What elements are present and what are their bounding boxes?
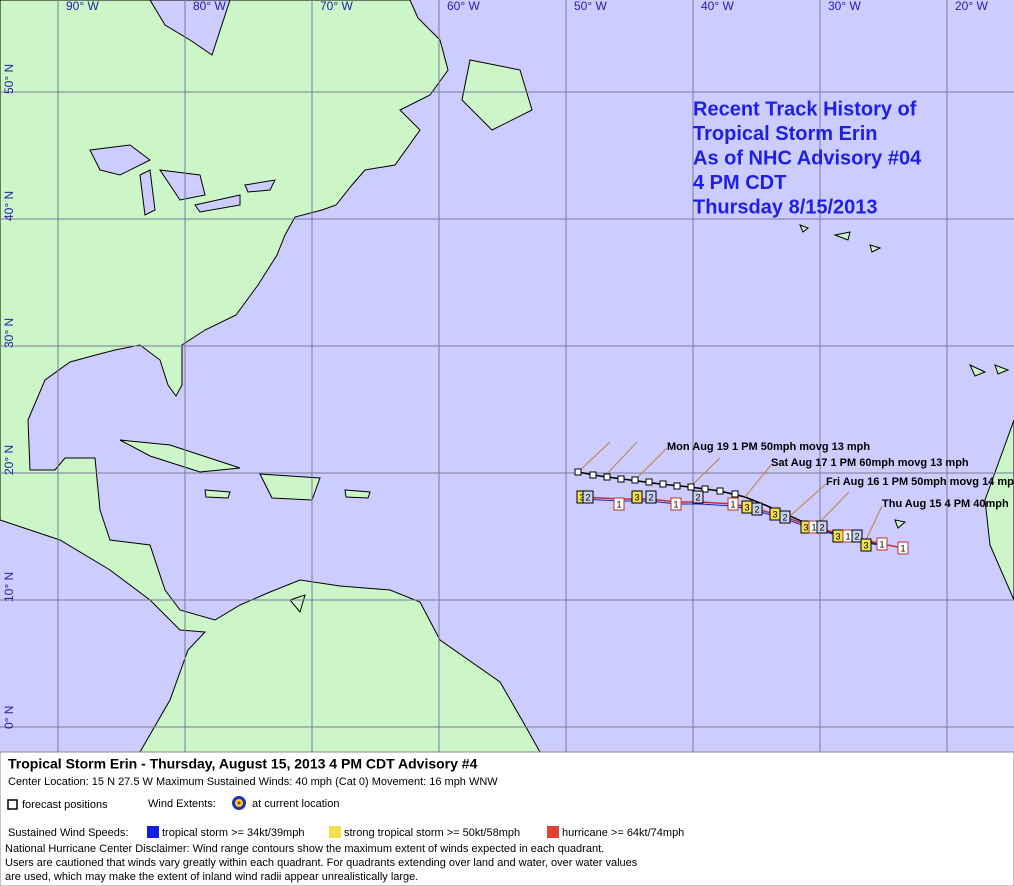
disclaimer-line: National Hurricane Center Disclaimer: Wi…: [5, 843, 604, 855]
land: [0, 0, 1014, 753]
position-label: 1: [616, 499, 621, 509]
position-label: 2: [648, 492, 653, 502]
wind-extents-label: Wind Extents:: [148, 798, 216, 810]
position-label: 3: [835, 531, 840, 541]
position-label: 3: [772, 509, 777, 519]
position-box: [897, 541, 909, 555]
graticule: 90° W 80° W 70° W 60° W 50° W 40° W 30° W 20° W…: [0, 0, 1014, 752]
forecast-position: [687, 483, 695, 491]
disclaimer-line: Users are cautioned that winds vary grea…: [5, 857, 638, 869]
ts-label: tropical storm >= 34kt/39mph: [162, 827, 304, 839]
lon-label: 20° W: [955, 0, 988, 13]
position-label: 1: [900, 543, 905, 553]
position-box: [851, 529, 863, 543]
position-box: [692, 490, 704, 504]
legend-panel: [0, 751, 1014, 886]
legend-title: Tropical Storm Erin - Thursday, August 1…: [8, 756, 478, 772]
position-box: [727, 497, 739, 511]
position-box: [751, 502, 763, 516]
lat-label: 20° N: [2, 445, 16, 475]
title-line: Thursday 8/15/2013: [693, 196, 878, 218]
position-label: 1: [845, 531, 850, 541]
lat-label: 40° N: [2, 191, 16, 221]
hu-label: hurricane >= 64kt/74mph: [562, 827, 684, 839]
position-box: [613, 497, 625, 511]
forecast-icon: [7, 799, 18, 810]
lat-label: 30° N: [2, 318, 16, 348]
lon-label: 60° W: [447, 0, 480, 13]
position-label: 3: [803, 522, 808, 532]
position-box: [876, 537, 888, 551]
position-box: [816, 520, 828, 534]
lat-label: 10° N: [2, 572, 16, 602]
position-label: 2: [819, 522, 824, 532]
lat-label: 0° N: [2, 706, 16, 729]
track-label: Mon Aug 19 1 PM 50mph movg 13 mph: [667, 441, 870, 453]
lat-label: 50° N: [2, 64, 16, 94]
position-box: [582, 490, 594, 504]
hu-swatch: [547, 826, 559, 838]
ts-swatch: [147, 826, 159, 838]
forecast-position: [731, 490, 739, 498]
disclaimer-line: are used, which may make the extent of i…: [5, 871, 418, 883]
forecast-position: [659, 480, 667, 488]
forecast-position: [701, 485, 709, 493]
title-line: Recent Track History of: [693, 98, 917, 120]
title-line: Tropical Storm Erin: [693, 123, 877, 145]
speeds-label: Sustained Wind Speeds:: [8, 827, 128, 839]
track-label: Fri Aug 16 1 PM 50mph movg 14 mph: [826, 476, 1014, 488]
position-label: 1: [730, 499, 735, 509]
forecast-position: [589, 471, 597, 479]
position-box: [860, 538, 872, 552]
sts-swatch: [329, 826, 341, 838]
position-label: 2: [695, 492, 700, 502]
position-label: 3: [744, 502, 749, 512]
position-box: [631, 490, 643, 504]
current-label: at current location: [252, 798, 339, 810]
forecast-position: [574, 468, 582, 476]
current-icon-dot: [237, 801, 241, 805]
track-labels: Mon Aug 19 1 PM 50mph movg 13 mph Sat Aug…: [667, 441, 1014, 510]
forecast-position: [631, 476, 639, 484]
track-label: Sat Aug 17 1 PM 60mph movg 13 mph: [771, 457, 969, 469]
center-info: Center Location: 15 N 27.5 W Maximum Sus…: [8, 776, 498, 788]
disclaimer: National Hurricane Center Disclaimer: Wi…: [5, 843, 638, 883]
position-label: 2: [754, 504, 759, 514]
position-box: [779, 510, 791, 524]
position-label: 3: [634, 492, 639, 502]
leader-lines: [577, 441, 883, 543]
lon-label: 90° W: [66, 0, 99, 13]
position-label: 2: [782, 512, 787, 522]
position-box: [670, 497, 682, 511]
position-label: 3: [579, 492, 584, 502]
forecast-position: [673, 482, 681, 490]
position-label: 2: [585, 492, 590, 502]
position-label: 1: [673, 499, 678, 509]
forecast-label: forecast positions: [22, 799, 108, 811]
lon-label: 80° W: [193, 0, 226, 13]
forecast-position: [645, 478, 653, 486]
position-label: 1: [879, 539, 884, 549]
sts-label: strong tropical storm >= 50kt/58mph: [344, 827, 520, 839]
forecast-position: [617, 475, 625, 483]
lon-label: 50° W: [574, 0, 607, 13]
title-line: As of NHC Advisory #04: [693, 147, 922, 169]
title-line: 4 PM CDT: [693, 172, 786, 194]
lon-label: 70° W: [320, 0, 353, 13]
forecast-position: [716, 487, 724, 495]
map-title: Recent Track History of Tropical Storm Er…: [693, 98, 922, 218]
lon-label: 40° W: [701, 0, 734, 13]
position-label: 1: [811, 522, 816, 532]
position-label: 2: [854, 531, 859, 541]
lon-label: 30° W: [828, 0, 861, 13]
position-box: [645, 490, 657, 504]
track-label: Thu Aug 15 4 PM 40mph: [882, 498, 1009, 510]
position-label: 3: [863, 540, 868, 550]
forecast-position: [603, 473, 611, 481]
